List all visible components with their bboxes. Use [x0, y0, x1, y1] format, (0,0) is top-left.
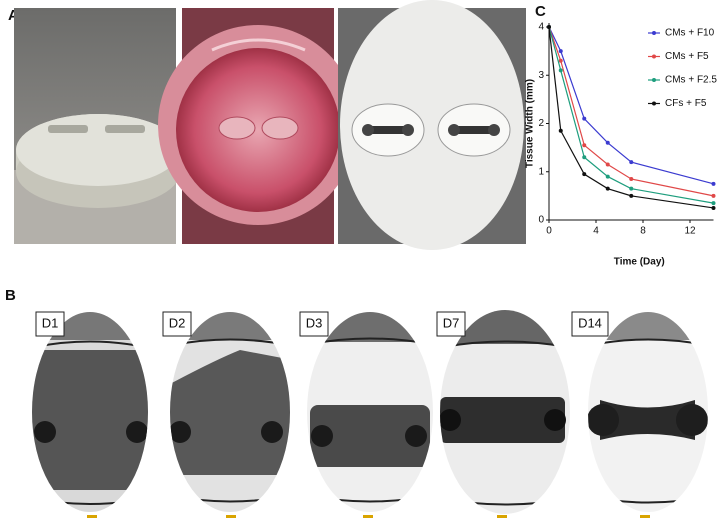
day-label: D3 — [306, 315, 323, 330]
day-label: D14 — [578, 315, 602, 330]
y-tick-label: 1 — [538, 166, 544, 177]
day-label-box — [436, 311, 466, 337]
y-tick-label: 4 — [538, 22, 544, 33]
legend-label: CMs + F2.5 — [665, 75, 717, 86]
day-label-box — [162, 311, 192, 337]
legend-marker — [652, 101, 656, 106]
scale-bars — [87, 515, 650, 518]
series-line — [548, 26, 714, 197]
legend-marker — [652, 54, 656, 59]
data-point — [547, 25, 551, 29]
day-label-box — [35, 311, 65, 337]
data-point — [711, 201, 716, 206]
tissue-image — [588, 312, 708, 512]
tissue-image — [32, 312, 148, 512]
day-label-box — [299, 311, 329, 337]
legend-label: CFs + F5 — [665, 98, 707, 109]
data-point — [558, 49, 563, 54]
photo-microscope — [338, 0, 526, 250]
panel-label: B — [5, 287, 16, 304]
photo-device — [14, 8, 180, 244]
y-axis-title: Tissue Width (mm) — [525, 79, 536, 168]
y-tick-label: 0 — [538, 215, 544, 226]
tissue-image — [170, 312, 290, 512]
data-point — [582, 172, 587, 177]
tissue-image — [307, 312, 433, 512]
data-point — [629, 160, 634, 165]
x-tick-label: 8 — [640, 226, 646, 237]
data-point — [582, 143, 587, 148]
x-tick-label: 12 — [684, 226, 696, 237]
data-point — [711, 205, 716, 210]
y-tick-label: 3 — [538, 70, 544, 81]
data-point — [558, 68, 563, 73]
day-label: D2 — [169, 315, 186, 330]
data-point — [605, 140, 610, 145]
data-point — [605, 162, 610, 167]
legend-label: CMs + F10 — [665, 28, 715, 39]
data-point — [558, 58, 563, 63]
data-point — [582, 155, 587, 160]
series-line — [548, 26, 714, 209]
panel-label: C — [535, 3, 546, 20]
legend-label: CMs + F5 — [665, 51, 709, 62]
x-axis-title: Time (Day) — [614, 257, 665, 268]
data-point — [629, 193, 634, 198]
data-point — [558, 128, 563, 133]
data-point — [711, 181, 716, 186]
data-point — [582, 116, 587, 121]
day-label-box — [571, 311, 609, 337]
y-tick-label: 2 — [538, 118, 544, 129]
panel-label: A — [8, 7, 19, 24]
data-point — [605, 186, 610, 191]
x-tick-label: 4 — [593, 226, 599, 237]
data-point — [629, 186, 634, 191]
data-point — [605, 174, 610, 179]
series-line — [548, 26, 714, 185]
series-line — [548, 26, 714, 204]
day-label: D7 — [443, 315, 460, 330]
data-point — [711, 193, 716, 198]
legend-marker — [652, 31, 656, 35]
x-tick-label: 0 — [546, 226, 552, 237]
data-point — [629, 176, 634, 181]
photo-dish — [158, 8, 358, 244]
tissue-image — [440, 310, 570, 514]
day-label: D1 — [42, 315, 59, 330]
legend-marker — [652, 78, 656, 82]
